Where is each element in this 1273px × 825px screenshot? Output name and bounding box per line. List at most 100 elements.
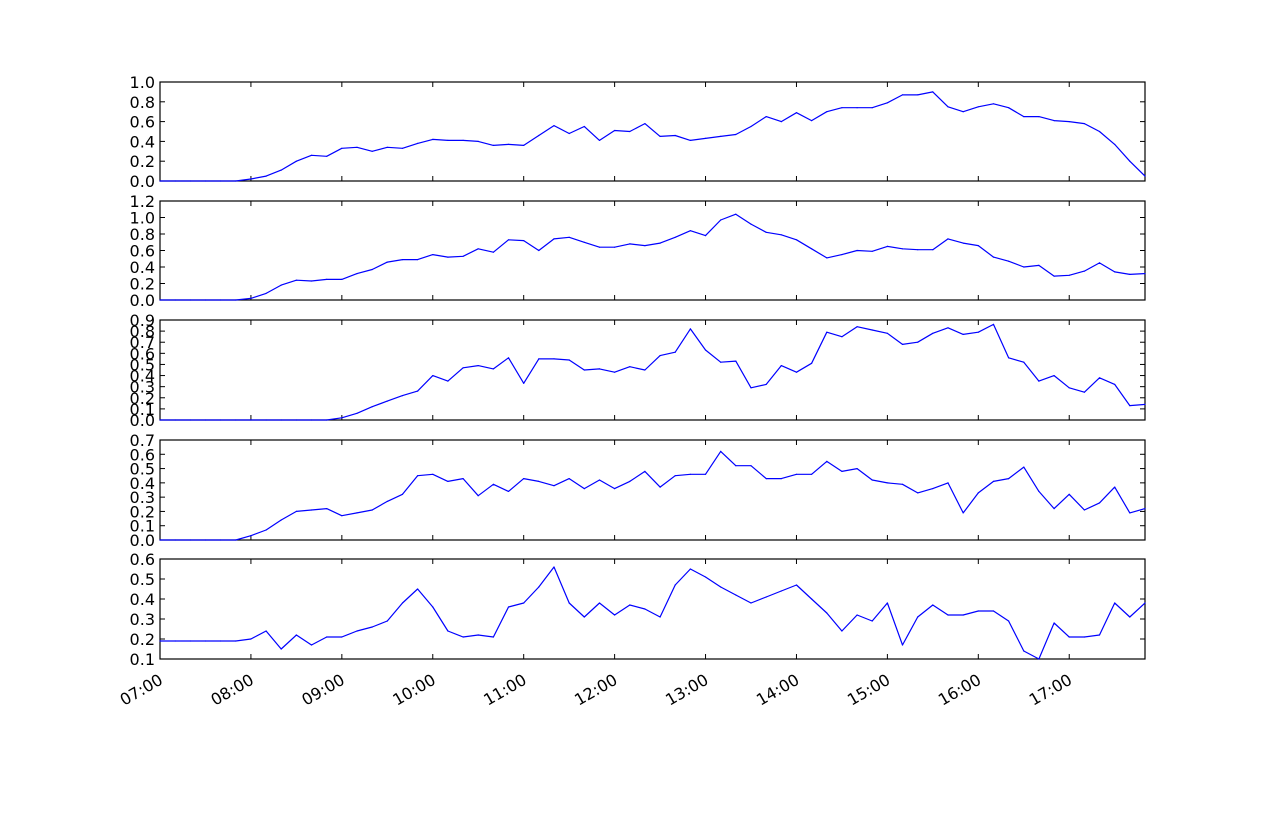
panel-3-point — [811, 362, 813, 364]
panel-2-point — [386, 261, 388, 263]
panel-3-point — [765, 383, 767, 385]
panel-1-point — [674, 134, 676, 137]
panel-2-point — [901, 248, 904, 250]
panel-1-point — [462, 139, 464, 141]
panel-1-point — [644, 123, 646, 125]
panel-5-point — [220, 640, 222, 642]
panel-5-point — [310, 644, 313, 646]
panel-1-point — [159, 180, 161, 182]
panel-5-point — [1023, 650, 1025, 652]
panel-2-point — [841, 254, 843, 256]
panel-4-point — [947, 482, 949, 484]
panel-4-point — [417, 475, 419, 477]
panel-4-point — [720, 450, 722, 452]
panel-5-point — [447, 630, 449, 632]
panel-1-point — [326, 155, 328, 157]
y-tick-label: 0.6 — [130, 344, 155, 363]
panel-2-point — [1144, 273, 1146, 275]
panel-5-point — [295, 634, 297, 636]
panel-5-point — [356, 630, 358, 632]
panel-5-point — [265, 630, 267, 632]
panel-4-point — [932, 488, 934, 490]
panel-2-point — [614, 246, 616, 248]
panel-1-point — [417, 142, 419, 144]
panel-5-point — [932, 604, 934, 606]
panel-1-point — [204, 180, 207, 182]
panel-1-point — [1023, 116, 1025, 118]
panel-2-point — [220, 299, 222, 301]
panel-5-point — [841, 630, 843, 632]
panel-1-point — [856, 107, 858, 109]
panel-3-point — [704, 349, 707, 351]
x-tick-label: 14:00 — [753, 670, 802, 710]
panel-1-point — [1038, 116, 1040, 118]
panel-1-point — [947, 106, 949, 108]
panel-3-point — [614, 371, 616, 373]
panel-1-point — [1068, 121, 1070, 123]
panel-1-point — [568, 132, 570, 135]
panel-4-point — [977, 492, 979, 494]
x-tick-label: 10:00 — [389, 670, 438, 710]
panel-5-point — [477, 634, 479, 636]
panel-4-point — [310, 509, 313, 511]
panel-3-point — [856, 326, 858, 328]
y-tick-label: 0.4 — [130, 474, 155, 493]
y-tick-label: 0.8 — [130, 225, 155, 244]
panel-5-point — [1008, 620, 1010, 622]
panel-4-point — [871, 479, 873, 481]
panel-4-series-line — [160, 450, 1146, 541]
panel-2-point — [250, 297, 252, 299]
panel-4-point — [477, 495, 479, 497]
x-tick-label: 15:00 — [844, 670, 893, 710]
y-tick-label: 0.7 — [130, 431, 155, 450]
panel-5-point — [326, 636, 328, 638]
panel-5-point — [962, 614, 964, 616]
panel-1-point — [386, 146, 388, 148]
panel-5-point — [689, 568, 692, 570]
panel-3-point — [780, 365, 782, 367]
y-tick-label: 0.3 — [130, 488, 155, 507]
panel-1-point — [811, 120, 813, 122]
panel-3-point — [280, 419, 282, 421]
panel-3-point — [1083, 391, 1085, 393]
panel-3-point — [947, 327, 949, 329]
panel-4-point — [1038, 490, 1040, 492]
panel-3-point — [265, 419, 267, 421]
panel-5-point — [780, 590, 782, 592]
panel-5-point — [1144, 602, 1146, 604]
panel-3-point — [235, 419, 237, 421]
panel-4-point — [674, 475, 676, 477]
panel-2-point — [583, 241, 585, 243]
panel-1-point — [523, 144, 525, 146]
panel-4-point — [401, 493, 404, 495]
panel-3-point — [598, 368, 601, 370]
panel-4-point — [265, 529, 267, 531]
panel-4-point — [492, 483, 494, 485]
x-tick-label: 17:00 — [1026, 670, 1075, 710]
panel-3-point — [295, 419, 297, 421]
panel-1-point — [1098, 130, 1101, 133]
panel-5-point — [795, 584, 798, 586]
panel-2-point — [659, 242, 661, 244]
panel-4-point — [371, 509, 373, 511]
y-tick-label: 0.6 — [130, 113, 155, 132]
panel-4-point — [174, 539, 176, 541]
panel-1-point — [750, 125, 752, 128]
panel-2-point — [1083, 270, 1085, 272]
panel-3-point — [341, 417, 343, 419]
panel-5-point — [917, 616, 919, 618]
panel-1-point — [917, 94, 919, 96]
panel-2-point — [735, 213, 737, 215]
panel-4-frame — [159, 439, 1146, 541]
panel-5-point — [977, 610, 979, 612]
y-tick-label: 0.2 — [130, 275, 155, 294]
panel-4-point — [1114, 486, 1116, 488]
panel-4-point — [386, 500, 388, 502]
panel-3-point — [417, 390, 419, 392]
y-tick-label: 0.2 — [130, 389, 155, 408]
y-tick-label: 0.6 — [130, 242, 155, 261]
panel-3-point — [189, 419, 191, 421]
y-tick-label: 0.4 — [130, 258, 155, 277]
panel-2-point — [765, 231, 767, 233]
